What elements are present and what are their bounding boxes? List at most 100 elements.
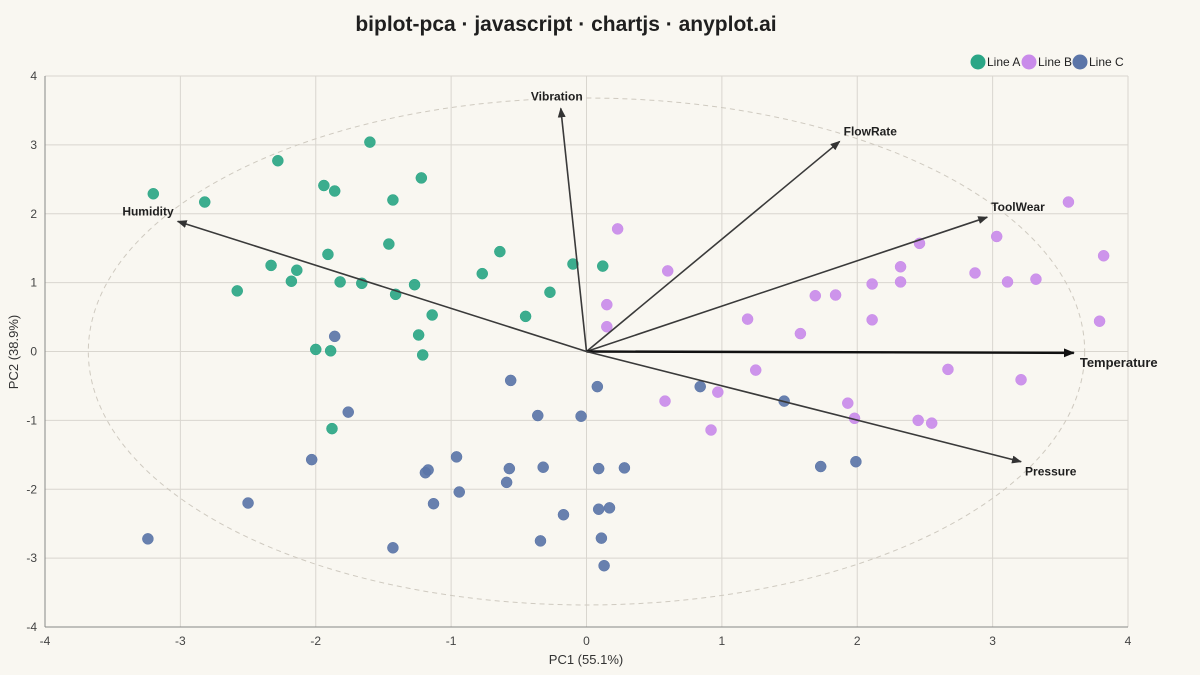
point-series-2[interactable] bbox=[1093, 315, 1106, 327]
tick-labels: -4 -3 -2 -1 0 1 2 3 4 -4 -3 -2 -1 0 1 2 3 4 bbox=[26, 69, 1131, 648]
point-series-2[interactable] bbox=[990, 230, 1003, 243]
point-series-1[interactable] bbox=[318, 179, 330, 192]
point-series-3[interactable] bbox=[242, 497, 254, 509]
point-series-1[interactable] bbox=[415, 172, 428, 184]
point-series-3[interactable] bbox=[503, 462, 516, 475]
point-series-1[interactable] bbox=[596, 260, 609, 272]
point-series-3[interactable] bbox=[500, 476, 513, 489]
point-series-3[interactable] bbox=[342, 406, 354, 418]
point-series-2[interactable] bbox=[842, 397, 854, 409]
y-tick-label: -3 bbox=[26, 551, 37, 565]
point-series-2[interactable] bbox=[1030, 273, 1042, 285]
point-series-2[interactable] bbox=[661, 265, 674, 277]
point-series-1[interactable] bbox=[494, 245, 506, 258]
point-series-2[interactable] bbox=[794, 327, 807, 340]
point-series-3[interactable] bbox=[534, 535, 547, 547]
point-series-2[interactable] bbox=[809, 289, 822, 302]
scatter-points bbox=[142, 136, 1110, 572]
y-tick-label: 4 bbox=[30, 69, 37, 83]
point-series-1[interactable] bbox=[412, 329, 425, 341]
point-series-3[interactable] bbox=[592, 462, 605, 475]
point-series-1[interactable] bbox=[408, 278, 421, 291]
point-series-2[interactable] bbox=[894, 261, 907, 273]
point-series-3[interactable] bbox=[387, 542, 399, 554]
point-series-2[interactable] bbox=[866, 314, 878, 326]
point-series-2[interactable] bbox=[705, 424, 717, 436]
point-series-3[interactable] bbox=[305, 453, 318, 466]
point-series-2[interactable] bbox=[749, 364, 762, 376]
point-series-1[interactable] bbox=[231, 285, 243, 297]
x-tick-label: 3 bbox=[989, 634, 996, 648]
loading-arrow-toolwear bbox=[586, 216, 989, 353]
point-series-1[interactable] bbox=[198, 196, 211, 208]
point-series-2[interactable] bbox=[1015, 373, 1027, 386]
point-series-1[interactable] bbox=[285, 275, 298, 287]
point-series-1[interactable] bbox=[324, 345, 337, 357]
point-series-3[interactable] bbox=[450, 451, 463, 463]
point-series-3[interactable] bbox=[814, 460, 827, 473]
x-tick-label: -4 bbox=[40, 634, 51, 648]
point-series-3[interactable] bbox=[592, 503, 605, 515]
point-series-2[interactable] bbox=[829, 289, 842, 301]
point-series-2[interactable] bbox=[866, 278, 878, 290]
point-series-2[interactable] bbox=[1097, 250, 1110, 262]
x-tick-label: -1 bbox=[446, 634, 457, 648]
point-series-1[interactable] bbox=[416, 349, 429, 361]
point-series-1[interactable] bbox=[544, 286, 556, 299]
point-series-3[interactable] bbox=[504, 374, 517, 387]
point-series-3[interactable] bbox=[427, 497, 440, 510]
legend-swatch bbox=[1021, 54, 1037, 70]
point-series-1[interactable] bbox=[567, 258, 579, 270]
point-series-3[interactable] bbox=[618, 462, 631, 474]
point-series-2[interactable] bbox=[712, 386, 724, 398]
point-series-3[interactable] bbox=[603, 502, 616, 514]
legend-item-1[interactable]: Line A bbox=[970, 54, 1021, 70]
point-series-1[interactable] bbox=[519, 310, 532, 323]
point-series-3[interactable] bbox=[591, 380, 604, 393]
point-series-1[interactable] bbox=[326, 422, 338, 435]
point-series-1[interactable] bbox=[476, 267, 489, 280]
point-series-1[interactable] bbox=[265, 259, 277, 272]
point-series-3[interactable] bbox=[537, 461, 549, 473]
point-series-1[interactable] bbox=[147, 188, 160, 200]
point-series-3[interactable] bbox=[328, 330, 341, 343]
point-series-1[interactable] bbox=[364, 136, 376, 148]
loading-arrow-temperature bbox=[586, 348, 1075, 358]
point-series-1[interactable] bbox=[310, 343, 322, 356]
point-series-1[interactable] bbox=[291, 264, 303, 276]
point-series-2[interactable] bbox=[894, 276, 907, 288]
point-series-3[interactable] bbox=[142, 533, 154, 545]
x-tick-label: 1 bbox=[719, 634, 726, 648]
point-series-1[interactable] bbox=[322, 248, 334, 261]
point-series-1[interactable] bbox=[328, 185, 341, 197]
point-series-2[interactable] bbox=[925, 417, 938, 429]
point-series-2[interactable] bbox=[942, 363, 954, 376]
point-series-2[interactable] bbox=[1001, 276, 1014, 288]
point-series-3[interactable] bbox=[532, 409, 544, 422]
point-series-3[interactable] bbox=[575, 410, 587, 422]
point-series-3[interactable] bbox=[595, 532, 608, 544]
point-series-2[interactable] bbox=[912, 414, 924, 427]
legend[interactable]: Line A Line B Line C bbox=[970, 54, 1125, 70]
point-series-3[interactable] bbox=[694, 380, 706, 393]
point-series-1[interactable] bbox=[426, 309, 438, 321]
legend-item-2[interactable]: Line B bbox=[1021, 54, 1073, 70]
point-series-2[interactable] bbox=[969, 267, 981, 279]
point-series-2[interactable] bbox=[611, 223, 624, 235]
point-series-2[interactable] bbox=[601, 298, 613, 311]
point-series-2[interactable] bbox=[1062, 196, 1075, 208]
point-series-1[interactable] bbox=[334, 276, 346, 288]
legend-item-3[interactable]: Line C bbox=[1072, 54, 1125, 70]
point-series-1[interactable] bbox=[383, 238, 395, 250]
point-series-3[interactable] bbox=[598, 559, 610, 572]
point-series-3[interactable] bbox=[419, 466, 432, 479]
point-series-2[interactable] bbox=[659, 395, 671, 407]
point-series-3[interactable] bbox=[850, 455, 862, 468]
point-series-2[interactable] bbox=[741, 313, 754, 325]
legend-swatch bbox=[970, 54, 986, 70]
point-series-2[interactable] bbox=[601, 320, 613, 333]
point-series-1[interactable] bbox=[272, 154, 284, 167]
point-series-3[interactable] bbox=[557, 508, 570, 521]
point-series-1[interactable] bbox=[387, 194, 399, 206]
point-series-3[interactable] bbox=[453, 486, 465, 498]
